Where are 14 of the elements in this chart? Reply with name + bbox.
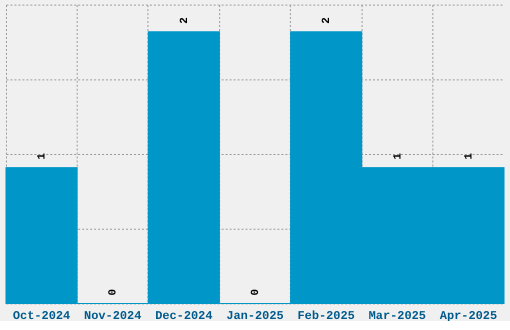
x-tick-label: Apr-2025 (440, 308, 498, 323)
data-label: 1 (36, 152, 49, 160)
x-tick-label: Mar-2025 (368, 308, 426, 323)
data-label: 1 (463, 152, 476, 160)
x-tick-label: Oct-2024 (12, 308, 70, 323)
x-tick-label: Feb-2025 (297, 308, 355, 323)
x-tick-label: Nov-2024 (84, 308, 142, 323)
x-tick-label: Dec-2024 (155, 308, 213, 323)
data-label: 0 (108, 288, 120, 296)
x-tick-label: Jan-2025 (226, 308, 284, 323)
data-label: 1 (392, 152, 404, 160)
data-label: 2 (178, 17, 191, 24)
data-label: 0 (250, 288, 262, 296)
data-label: 2 (321, 17, 334, 24)
